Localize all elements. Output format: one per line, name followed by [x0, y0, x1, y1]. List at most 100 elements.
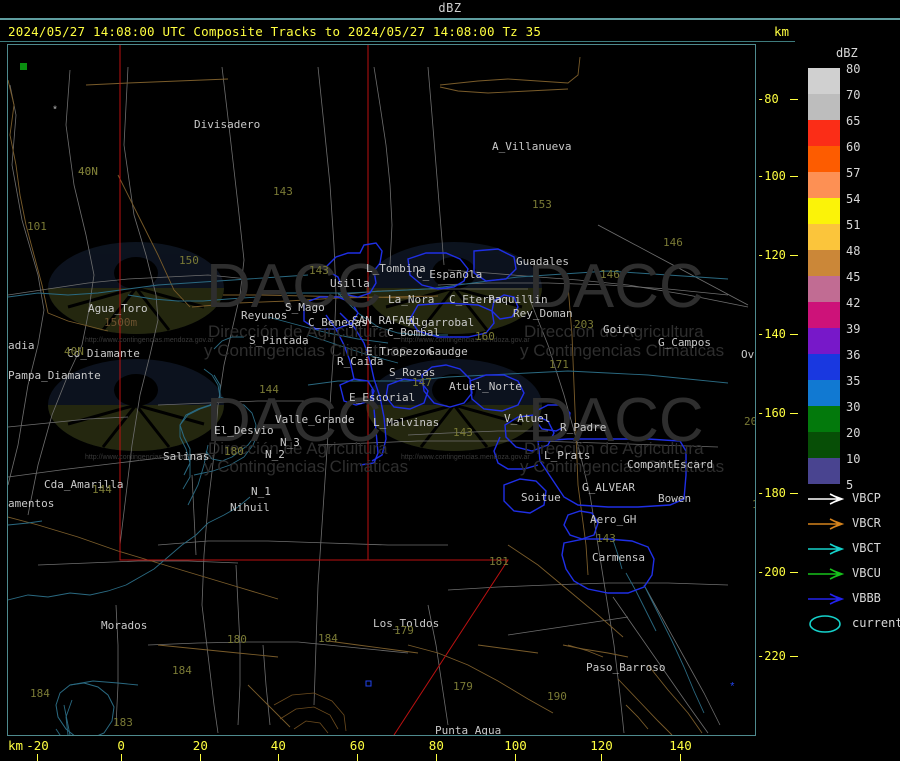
- y-axis-tick-mark: [790, 99, 798, 100]
- legend-item-label: current: [852, 616, 900, 630]
- y-axis-tick-mark: [790, 493, 798, 494]
- y-axis-tick-label: -220: [757, 649, 786, 663]
- y-axis-tick-label: -140: [757, 327, 786, 341]
- colorbar-tick-label: 51: [846, 218, 861, 232]
- colorbar-tick-label: 30: [846, 400, 861, 414]
- legend-item-label: VBCT: [852, 541, 881, 555]
- y-axis-tick-mark: [790, 572, 798, 573]
- y-axis-tick-label: -80: [757, 92, 779, 106]
- colorbar-tick-label: 42: [846, 296, 861, 310]
- colorbar-tick-label: 35: [846, 374, 861, 388]
- x-axis-tick-mark: [121, 754, 122, 761]
- colorbar-tick-label: 70: [846, 88, 861, 102]
- x-axis-tick-label: 80: [428, 738, 444, 753]
- legend-ellipse-icon: [809, 615, 841, 633]
- colorbar-swatch[interactable]: [808, 224, 840, 250]
- colorbar-swatch[interactable]: [808, 276, 840, 302]
- legend-item-label: VBCP: [852, 491, 881, 505]
- colorbar-swatch[interactable]: [808, 172, 840, 198]
- colorbar-swatch[interactable]: [808, 146, 840, 172]
- legend-arrow-icon: [808, 493, 845, 505]
- colorbar-tick-label: 36: [846, 348, 861, 362]
- y-axis-unit-label: km: [773, 24, 789, 39]
- y-axis-tick-mark: [790, 176, 798, 177]
- x-axis-tick-label: 20: [192, 738, 208, 753]
- y-axis-tick-label: -200: [757, 565, 786, 579]
- y-axis-tick-mark: [790, 413, 798, 414]
- colorbar-tick-label: 5: [846, 478, 854, 492]
- x-axis-tick-label: 140: [669, 738, 692, 753]
- legend-arrow-icon: [808, 593, 845, 605]
- colorbar-tick-label: 57: [846, 166, 861, 180]
- colorbar-swatch[interactable]: [808, 328, 840, 354]
- colorbar-swatch[interactable]: [808, 198, 840, 224]
- legend-item[interactable]: VBCU: [806, 562, 900, 587]
- colorbar-swatch[interactable]: [808, 458, 840, 484]
- colorbar-tick-label: 10: [846, 452, 861, 466]
- y-axis-tick-mark: [790, 656, 798, 657]
- x-axis-tick-label: 100: [504, 738, 527, 753]
- map-markers: * *: [20, 63, 736, 694]
- svg-text:*: *: [52, 105, 58, 117]
- x-axis: km -20 0 20 40 60 80 100 120 140: [0, 736, 795, 761]
- storm-track-polygons: [303, 242, 687, 594]
- volcanic-field-contours: [273, 692, 347, 734]
- legend-item[interactable]: VBCP: [806, 487, 900, 512]
- colorbar-swatch[interactable]: [808, 302, 840, 328]
- track-legend: VBCP VBCR VBCT VBCU VBBB current: [806, 487, 900, 637]
- colorbar-swatch[interactable]: [808, 432, 840, 458]
- colorbar-tick-label: 60: [846, 140, 861, 154]
- colorbar-tick-label: 65: [846, 114, 861, 128]
- legend-item-label: VBCU: [852, 566, 881, 580]
- y-axis-tick-mark: [790, 334, 798, 335]
- legend-arrow-icon: [808, 568, 845, 580]
- y-axis-tick-label: -100: [757, 169, 786, 183]
- colorbar-swatch[interactable]: [808, 94, 840, 120]
- x-axis-tick-mark: [601, 754, 602, 761]
- radar-map-canvas[interactable]: * * DACC DACC DACC DACC Dirección de Agricul…: [7, 44, 756, 736]
- x-axis-tick-mark: [37, 754, 38, 761]
- x-axis-tick-mark: [200, 754, 201, 761]
- x-axis-tick-mark: [436, 754, 437, 761]
- x-axis-tick-label: 60: [349, 738, 365, 753]
- colorbar-swatch[interactable]: [808, 380, 840, 406]
- window-title: dBZ: [438, 1, 462, 15]
- x-axis-tick-mark: [515, 754, 516, 761]
- colorbar-tick-label: 80: [846, 62, 861, 76]
- x-axis-tick-mark: [357, 754, 358, 761]
- colorbar-swatches[interactable]: [808, 68, 840, 484]
- route-lines: [8, 56, 703, 735]
- legend-item[interactable]: VBCT: [806, 537, 900, 562]
- colorbar-tick-label: 54: [846, 192, 861, 206]
- legend-arrow-icon: [808, 543, 845, 555]
- y-axis-tick-label: -160: [757, 406, 786, 420]
- colorbar-tick-label: 39: [846, 322, 861, 336]
- x-axis-tick-label: 120: [590, 738, 613, 753]
- legend-item-label: VBBB: [852, 591, 881, 605]
- colorbar-swatch[interactable]: [808, 68, 840, 94]
- admin-boundaries: [8, 66, 749, 734]
- timestamp-text: 2024/05/27 14:08:00 UTC Composite Tracks…: [8, 24, 542, 39]
- map-vector-layer: * *: [8, 45, 749, 735]
- x-axis-tick-mark: [278, 754, 279, 761]
- colorbar-swatch[interactable]: [808, 406, 840, 432]
- colorbar-swatch[interactable]: [808, 250, 840, 276]
- domain-box: [119, 45, 509, 735]
- y-axis-tick-mark: [790, 255, 798, 256]
- legend-item[interactable]: VBBB: [806, 587, 900, 612]
- legend-item-label: VBCR: [852, 516, 881, 530]
- legend-arrow-icon: [808, 518, 845, 530]
- colorbar-swatch[interactable]: [808, 354, 840, 380]
- svg-text:*: *: [729, 682, 736, 694]
- legend-item[interactable]: current: [806, 612, 900, 637]
- legend-item[interactable]: VBCR: [806, 512, 900, 537]
- window-titlebar: dBZ: [0, 0, 900, 20]
- colorbar-tick-label: 20: [846, 426, 861, 440]
- colorbar-tick-label: 48: [846, 244, 861, 258]
- lagoon-outline: [55, 682, 115, 735]
- colorbar-panel: dBZ 80 70 65 60 57 54 51 48 45 42 39 36 35 30 20 10 5: [800, 30, 900, 670]
- colorbar-swatch[interactable]: [808, 120, 840, 146]
- colorbar-title: dBZ: [836, 46, 858, 60]
- x-axis-tick-label: 0: [117, 738, 125, 753]
